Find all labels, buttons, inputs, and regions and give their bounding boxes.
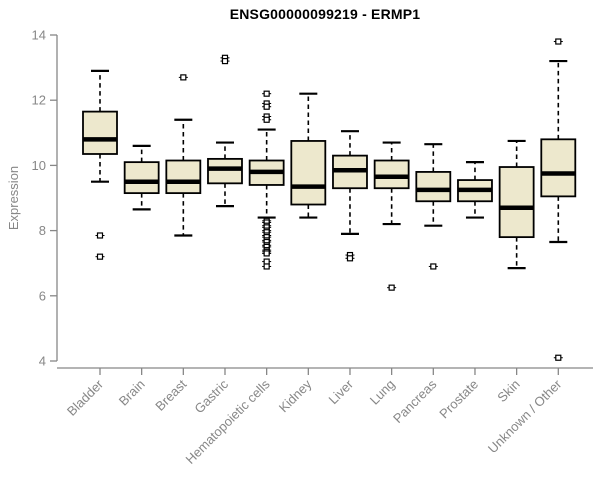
box-unknown-other [540,38,577,361]
outlier-point [430,263,437,270]
box-breast [165,74,202,237]
outlier-point [96,253,104,260]
box-skin [498,139,535,270]
y-tick-label: 14 [32,28,46,43]
outlier-point [180,74,187,81]
x-tick-label: Liver [326,376,357,407]
y-axis: 4 6 8 10 12 14 [32,28,58,369]
box-bladder [82,69,118,260]
outlier-point [263,258,270,265]
outlier-point [263,103,270,110]
box-kidney [290,92,327,219]
iqr-box [82,110,118,155]
x-tick-label: Gastric [191,376,231,416]
x-tick-label: Lung [367,377,398,408]
iqr-box [498,166,535,239]
y-tick-label: 6 [39,288,46,303]
x-tick-label: Skin [494,377,522,405]
outlier-point [263,90,270,97]
chart-title: ENSG00000099219 - ERMP1 [229,6,421,22]
iqr-box [415,171,452,203]
x-tick-label: Prostate [436,377,481,422]
outlier-point [221,57,229,65]
box-gastric [207,54,243,208]
box-lung [373,141,410,291]
y-tick-label: 10 [32,158,46,173]
x-tick-label: Pancreas [390,376,440,426]
y-tick-label: 4 [39,354,46,369]
box-liver [332,130,368,262]
outlier-point [555,354,562,361]
iqr-box [540,138,577,198]
box-prostate [457,161,493,219]
box-brain [123,144,160,211]
iqr-box [290,140,327,206]
box-hematopoietic-cells [248,90,285,270]
iqr-box [165,159,202,195]
outlier-point [96,232,104,239]
x-tick-label: Brain [116,377,148,409]
outlier-point [346,255,354,262]
y-tick-label: 8 [39,223,46,238]
x-tick-label: Bladder [64,376,107,419]
box-pancreas [415,143,452,270]
iqr-box [123,161,160,195]
iqr-box [373,159,410,190]
outlier-point [263,263,270,270]
outlier-point [263,250,270,257]
iqr-box [207,157,243,185]
x-tick-label: Breast [152,376,189,413]
y-tick-label: 12 [32,93,46,108]
outlier-point [388,284,395,291]
y-axis-label: Expression [6,165,21,231]
outlier-point [263,116,270,123]
x-tick-label: Kidney [276,376,315,415]
outlier-point [555,38,562,45]
x-tick-label: Unknown / Other [485,376,565,456]
